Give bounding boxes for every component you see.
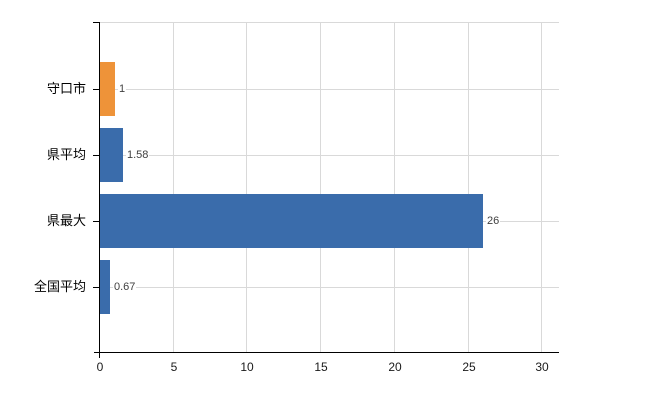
x-tick-label: 15 [314, 360, 328, 374]
value-label: 0.67 [113, 280, 137, 294]
category-label: 全国平均 [33, 279, 86, 294]
horizontal-gridline [99, 89, 559, 90]
horizontal-gridline [99, 155, 559, 156]
value-label: 1 [118, 82, 127, 96]
vertical-gridline [468, 22, 469, 353]
x-tick-label: 25 [462, 360, 476, 374]
vertical-gridline [394, 22, 395, 353]
x-tick-label: 30 [535, 360, 549, 374]
plot-top-border [99, 22, 559, 23]
x-tick-label: 0 [96, 360, 104, 374]
category-tick [93, 155, 99, 156]
category-label: 県最大 [46, 213, 86, 228]
horizontal-gridline [99, 287, 559, 288]
y-axis-line [99, 22, 100, 358]
bar-0 [100, 62, 115, 116]
bar-3 [100, 260, 110, 314]
x-tick-label: 20 [388, 360, 402, 374]
bar-2 [100, 194, 483, 248]
x-axis-line [94, 352, 559, 353]
value-label: 26 [486, 214, 501, 228]
value-label: 1.58 [126, 148, 150, 162]
vertical-gridline [173, 22, 174, 353]
category-label: 守口市 [46, 81, 86, 96]
bar-1 [100, 128, 123, 182]
category-tick [93, 287, 99, 288]
x-tick-label: 10 [240, 360, 254, 374]
category-label: 県平均 [46, 147, 86, 162]
category-tick [93, 89, 99, 90]
vertical-gridline [541, 22, 542, 353]
vertical-gridline [320, 22, 321, 353]
y-axis-top-tick [93, 22, 99, 23]
category-tick [93, 221, 99, 222]
vertical-gridline [246, 22, 247, 353]
x-tick-label: 5 [170, 360, 178, 374]
